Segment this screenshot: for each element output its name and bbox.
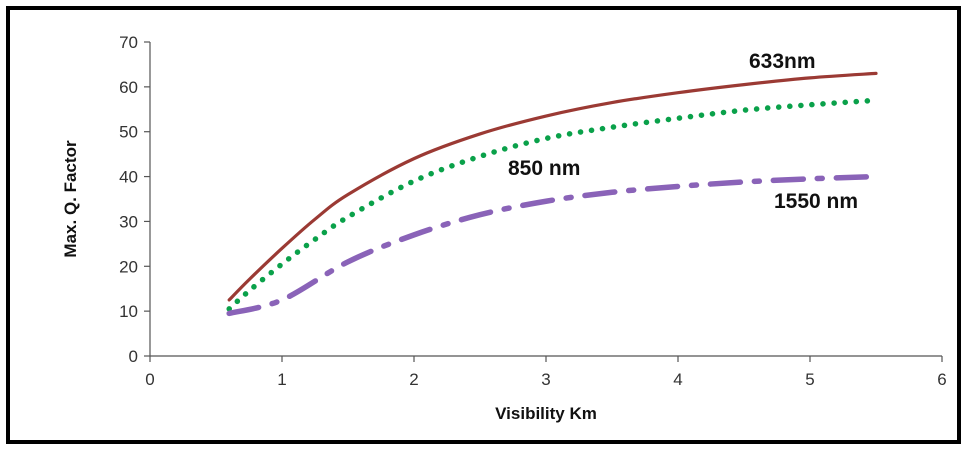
x-tick-label: 2 xyxy=(409,370,418,389)
y-axis-title: Max. Q. Factor xyxy=(61,140,80,258)
x-tick-label: 6 xyxy=(937,370,946,389)
x-ticks: 0 1 2 3 4 5 6 xyxy=(145,356,947,389)
chart-frame: 0 1 2 3 4 5 6 0 10 20 30 40 50 60 70 633nm 850 nm 1550 … xyxy=(6,6,961,444)
series-lines xyxy=(226,71,879,317)
x-axis-title: Visibility Km xyxy=(495,404,597,423)
y-tick-label: 0 xyxy=(129,347,138,366)
y-tick-label: 30 xyxy=(119,212,138,231)
y-tick-label: 70 xyxy=(119,33,138,52)
series-line-1 xyxy=(227,71,878,302)
y-tick-label: 10 xyxy=(119,302,138,321)
y-tick-label: 60 xyxy=(119,78,138,97)
x-tick-label: 3 xyxy=(541,370,550,389)
series-label-3: 1550 nm xyxy=(774,190,858,213)
y-ticks: 0 10 20 30 40 50 60 70 xyxy=(119,33,150,366)
series-line-3 xyxy=(226,173,879,317)
line-chart: 0 1 2 3 4 5 6 0 10 20 30 40 50 60 70 633nm 850 nm 1550 … xyxy=(61,33,947,423)
y-tick-label: 40 xyxy=(119,168,138,187)
series-label-2: 850 nm xyxy=(508,157,580,180)
x-tick-label: 1 xyxy=(277,370,286,389)
x-tick-label: 0 xyxy=(145,370,154,389)
y-tick-label: 50 xyxy=(119,123,138,142)
x-tick-label: 4 xyxy=(673,370,682,389)
series-label-1: 633nm xyxy=(749,50,816,73)
series-labels: 633nm 850 nm 1550 nm xyxy=(508,50,858,213)
x-tick-label: 5 xyxy=(805,370,814,389)
series-line-2 xyxy=(226,97,879,312)
y-tick-label: 20 xyxy=(119,257,138,276)
